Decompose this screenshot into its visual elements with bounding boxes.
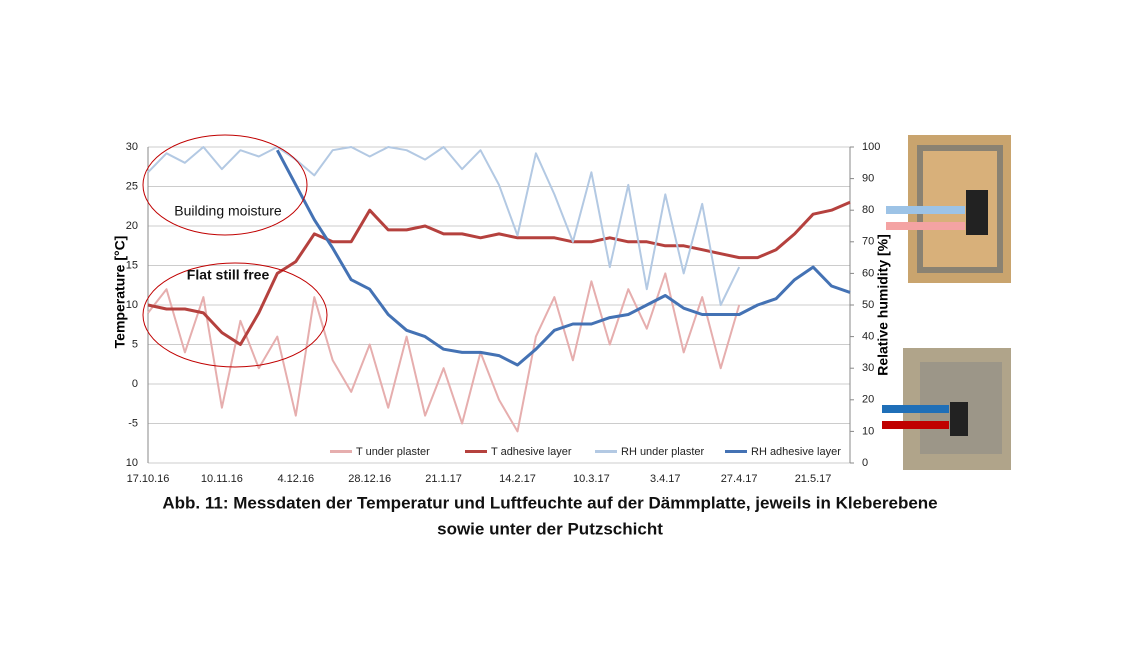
y2-tick-label: 80 <box>862 204 874 216</box>
y2-tick-label: 0 <box>862 457 868 469</box>
y-tick-label: 0 <box>132 378 138 390</box>
y-tick-label: 20 <box>126 220 138 232</box>
x-tick-label: 4.12.16 <box>277 473 314 485</box>
y2-tick-label: 60 <box>862 267 874 279</box>
y-tick-label: -5 <box>128 417 138 429</box>
x-tick-label: 27.4.17 <box>721 473 758 485</box>
y-axis-label: Temperature [°C] <box>112 236 128 349</box>
sensor <box>950 402 968 436</box>
y2-tick-label: 100 <box>862 141 880 153</box>
x-tick-label: 28.12.16 <box>348 473 391 485</box>
marker <box>882 405 949 413</box>
y2-tick-label: 70 <box>862 236 874 248</box>
y2-tick-label: 40 <box>862 331 874 343</box>
y-tick-label: 30 <box>126 141 138 153</box>
legend-swatch <box>725 450 747 453</box>
x-tick-label: 17.10.16 <box>127 473 170 485</box>
annotation-ellipse <box>142 262 328 368</box>
y2-tick-label: 50 <box>862 299 874 311</box>
x-tick-label: 3.4.17 <box>650 473 681 485</box>
y-tick-label: 25 <box>126 180 138 192</box>
x-tick-label: 14.2.17 <box>499 473 536 485</box>
caption: sowie unter der Putzschicht <box>437 519 663 538</box>
caption: Abb. 11: Messdaten der Temperatur und Lu… <box>162 493 937 512</box>
x-tick-label: 21.1.17 <box>425 473 462 485</box>
y-tick-label: 10 <box>126 457 138 469</box>
marker <box>886 206 965 214</box>
x-tick-label: 10.11.16 <box>201 473 243 485</box>
annotation-ellipse <box>142 134 308 236</box>
series-line <box>147 200 851 346</box>
x-tick-label: 21.5.17 <box>795 473 832 485</box>
legend-label: T under plaster <box>356 446 430 458</box>
y-tick-label: 5 <box>132 338 138 350</box>
legend-swatch <box>330 450 352 453</box>
y-tick-label: 10 <box>126 299 138 311</box>
series-line <box>275 149 851 367</box>
series-line <box>147 272 741 433</box>
legend-label: RH under plaster <box>621 446 704 458</box>
annotation: Flat still free <box>187 267 270 283</box>
y2-tick-label: 20 <box>862 394 874 406</box>
annotation: Building moisture <box>174 203 282 219</box>
y2-axis-label: Relative humidity [%] <box>875 234 891 376</box>
marker <box>882 421 949 429</box>
photos <box>882 135 1011 470</box>
series-line <box>147 146 741 306</box>
legend-label: RH adhesive layer <box>751 446 841 458</box>
legend-swatch <box>595 450 617 453</box>
sensor <box>966 190 988 235</box>
x-tick-label: 10.3.17 <box>573 473 610 485</box>
y2-tick-label: 90 <box>862 173 874 185</box>
y2-tick-label: 30 <box>862 362 874 374</box>
legend-swatch <box>465 450 487 453</box>
y2-tick-label: 10 <box>862 425 874 437</box>
legend-label: T adhesive layer <box>491 446 572 458</box>
y-tick-label: 15 <box>126 259 138 271</box>
marker <box>886 222 965 230</box>
